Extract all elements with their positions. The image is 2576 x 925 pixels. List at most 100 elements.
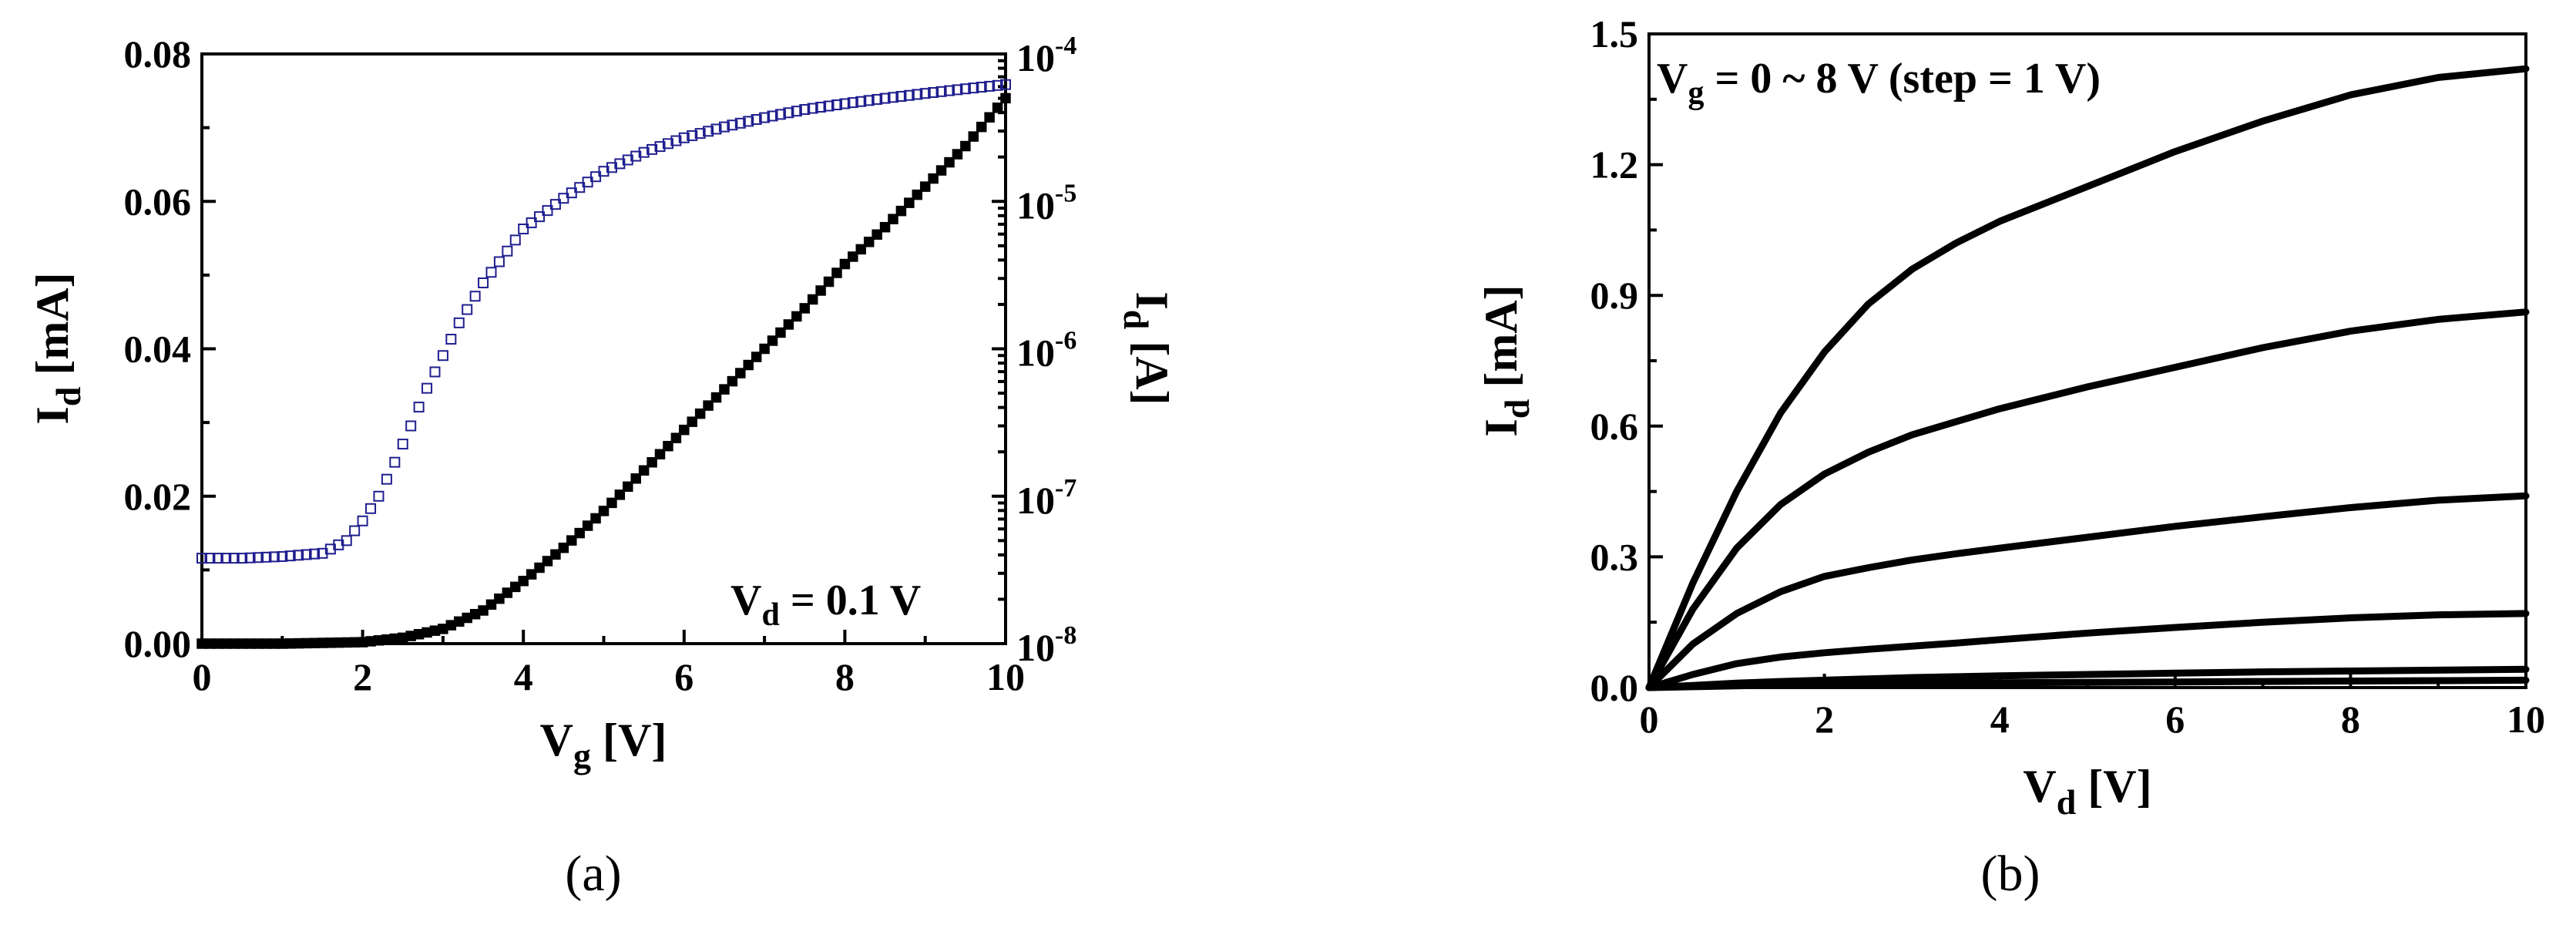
panel-a-x-axis-label: Vg [V] [540,715,667,775]
panel-a-linear-marker [928,173,939,184]
panel-a-linear-marker [606,497,617,509]
panel-a-linear-marker [719,384,730,395]
panel-a-log-marker [598,166,610,177]
panel-a-log-marker [855,96,867,107]
panel-a-log-marker [493,256,505,267]
panel-a-linear-marker [735,368,746,378]
panel-a-log-marker [228,553,240,564]
panel-a-log-marker [952,84,963,96]
panel-a-log-marker [774,109,786,120]
panel-a-linear-marker [670,432,682,443]
panel-a-log-marker [759,112,771,123]
panel-a-log-marker [662,138,673,150]
panel-a-y-tick-label: 0.04 [124,328,192,371]
panel-a-log-marker [284,550,296,562]
panel-a-linear-marker [694,408,706,419]
panel-a-log-marker [253,552,264,563]
panel-a-log-marker [976,82,987,93]
panel-a-log-marker [928,86,939,98]
panel-a-linear-marker [960,140,971,152]
panel-a-log-marker [268,551,280,563]
panel-a-log-marker [212,553,223,564]
panel-a-linear-marker [574,527,585,539]
panel-b-curve [1645,492,2530,691]
panel-b-y-tick-label: 1.2 [1590,143,1639,187]
panel-a-right-y-tick-label: 10-6 [1016,327,1076,375]
panel-a-linear-marker [654,449,666,459]
panel-a-log-marker [984,80,996,92]
panel-a-linear-marker [976,121,987,133]
panel-a-y-axis-label: Id [mA] [27,272,88,424]
panel-a-linear-marker [638,465,650,476]
panel-a-log-marker [783,107,794,119]
panel-a-log-marker [638,146,650,158]
panel-a-log-marker [509,234,521,246]
panel-b-y-axis-label: Id [mA] [1476,284,1537,436]
panel-a-linear-marker [815,285,826,296]
panel-a-log-marker [807,103,818,114]
panel-a-linear-marker [534,562,545,574]
panel-a-log-marker [968,82,979,94]
panel-a-log-marker [912,89,923,100]
panel-a-log-marker [1000,79,1011,90]
panel-a-log-marker [413,402,425,413]
panel-a-log-marker [839,98,851,109]
panel-a-log-marker [694,128,706,140]
panel-a-log-marker [349,525,361,536]
panel-a-log-marker [823,100,835,112]
panel-b-curve [1645,610,2530,691]
panel-a-linear-marker [807,294,818,305]
panel-b-y-tick-label: 1.5 [1590,12,1639,56]
panel-a-log-marker [389,456,401,468]
panel-a-linear-marker [888,214,898,224]
panel-a-log-marker [734,117,746,129]
panel-a-log-series [196,79,1011,564]
panel-a-y-tick-label: 0.00 [124,622,192,665]
panel-a-ticks [200,52,1007,645]
panel-a-log-marker [895,91,907,103]
panel-a-linear-marker [663,440,673,452]
panel-a-log-marker [751,113,762,125]
panel-a-linear-marker [630,473,641,484]
panel-a-log-marker [220,553,232,564]
panel-a-right-y-tick-label: 10-5 [1016,179,1076,227]
panel-a-log-marker [485,267,497,278]
panel-a-right-y-tick-label: 10-7 [1016,474,1076,522]
panel-a-log-marker [992,79,1003,91]
panel-a-linear-marker [485,599,497,610]
panel-a-plot-frame [200,52,1007,645]
panel-a-annotation: Vd = 0.1 V [730,577,921,633]
panel-a-log-marker [872,93,883,105]
panel-a-log-marker [293,550,304,561]
panel-a-label: (a) [565,846,621,902]
panel-a-linear-marker [526,569,537,580]
panel-a-linear-marker [614,489,626,500]
panel-a-y-tick-label: 0.06 [124,180,192,223]
panel-a-linear-marker [935,165,947,176]
panel-b-y-tick-label: 0.0 [1590,666,1639,709]
panel-a-linear-marker [510,581,521,593]
panel-a-x-tick-label: 6 [674,655,694,698]
panel-a-x-tick-label: 0 [193,655,212,698]
panel-a-log-marker [727,119,738,131]
panel-a-linear-marker [992,103,1003,113]
panel-a-linear-marker [623,481,633,493]
panel-a-log-marker [919,88,931,99]
panel-a-linear-marker [494,593,505,604]
panel-a-linear-marker [743,359,754,371]
panel-a-linear-marker [566,535,577,546]
panel-a-log-marker [462,304,473,315]
panel-a-linear-marker [904,197,915,208]
panel-a-log-marker [654,141,666,153]
panel-a-log-marker [453,317,465,328]
panel-a-linear-marker [968,131,979,142]
panel-a-log-marker [622,154,633,166]
panel-a-x-tick-label: 4 [514,655,533,698]
panel-a-linear-marker [759,343,770,355]
panel-a-log-marker [445,334,457,345]
panel-a-x-tick-label: 2 [353,655,372,698]
panel-a-right-y-axis-label: Id [A] [1117,291,1177,405]
panel-a-linear-marker [848,251,858,262]
panel-a-log-marker [357,515,368,526]
